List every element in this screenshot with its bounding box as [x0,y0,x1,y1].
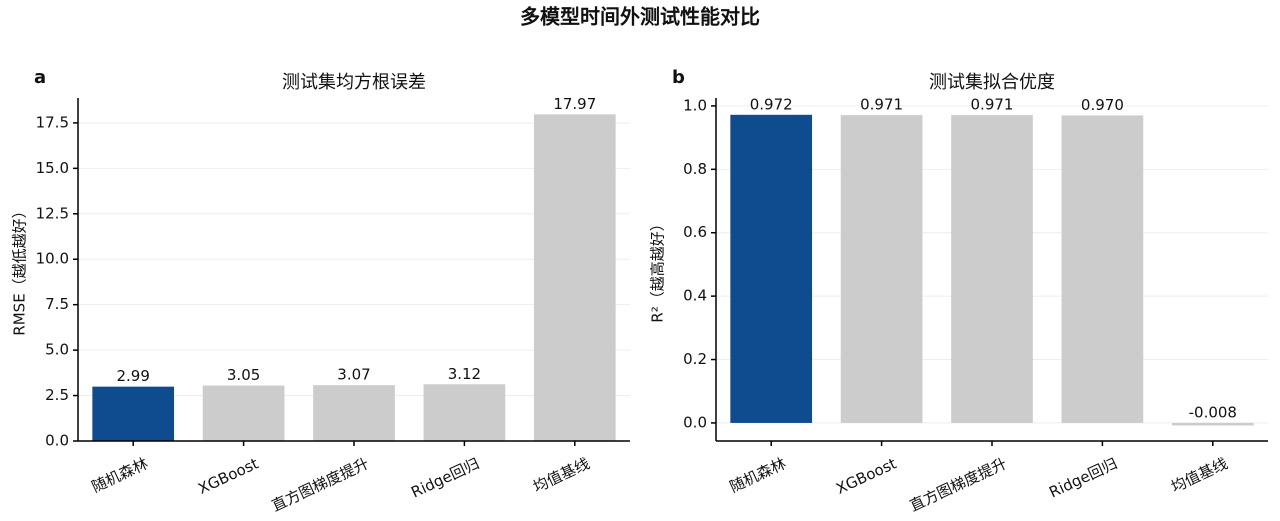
panel-label: b [672,67,685,88]
y-tick-label: 7.5 [45,295,69,313]
bar [92,386,175,441]
y-tick-label: 17.5 [36,113,69,131]
y-tick-label: 0.0 [45,432,69,450]
x-tick-label: 随机森林 [727,454,789,496]
panel-label: a [34,67,46,88]
x-tick-label: XGBoost [195,454,261,498]
y-tick-label: 12.5 [36,204,69,222]
value-label: 0.970 [1081,96,1124,114]
value-label: 3.05 [227,366,260,384]
x-tick-label: 均值基线 [530,454,592,496]
bar [423,384,506,441]
value-label: 3.12 [448,365,481,383]
bar [533,114,616,441]
y-tick-label: 1.0 [683,96,707,114]
bar [202,385,285,441]
bar [313,385,395,441]
bar [1061,115,1144,423]
y-tick-label: 0.4 [683,287,707,305]
y-tick-label: 0.0 [683,413,707,431]
y-tick-label: 5.0 [45,341,69,359]
value-label: 0.971 [971,96,1014,114]
bar [951,115,1033,423]
chart-title: 测试集拟合优度 [929,72,1055,93]
bar [1171,422,1254,426]
value-label: 17.97 [553,95,596,113]
y-tick-label: 0.2 [683,350,707,368]
bar [730,114,813,423]
y-tick-label: 0.6 [683,223,707,241]
y-tick-label: 10.0 [36,250,69,268]
x-tick-label: Ridge回归 [408,454,482,501]
y-tick-label: 2.5 [45,386,69,404]
value-label: -0.008 [1189,403,1237,421]
x-tick-label: Ridge回归 [1046,454,1120,501]
x-tick-label: XGBoost [833,454,899,498]
chart-title: 测试集均方根误差 [282,72,426,93]
bar [840,115,923,423]
value-label: 0.971 [860,96,903,114]
x-tick-label: 均值基线 [1168,454,1230,496]
y-axis-label: R²（越高越好） [649,216,667,322]
figure-title: 多模型时间外测试性能对比 [520,5,760,29]
x-tick-label: 随机森林 [89,454,151,496]
value-label: 2.99 [116,367,149,385]
y-tick-label: 15.0 [36,159,69,177]
value-label: 0.972 [750,95,793,113]
x-tick-label: 直方图梯度提升 [269,454,372,515]
value-label: 3.07 [337,366,370,384]
x-tick-label: 直方图梯度提升 [907,454,1010,515]
y-axis-label: RMSE（越低越好） [11,203,29,335]
y-tick-label: 0.8 [683,160,707,178]
